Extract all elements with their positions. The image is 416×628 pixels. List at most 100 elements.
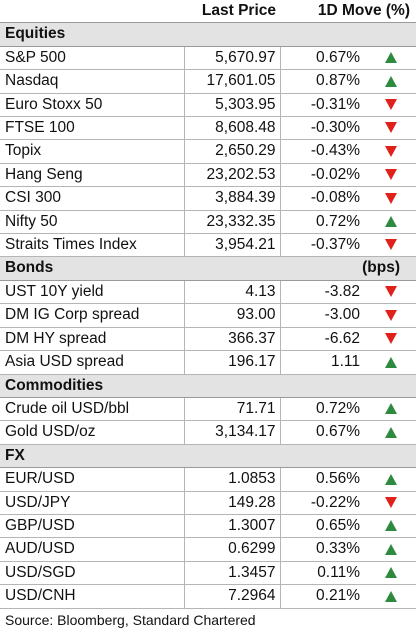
- last-price: 5,303.95: [184, 93, 281, 118]
- one-day-move: 0.65%: [280, 514, 366, 539]
- down-triangle-icon: [385, 122, 397, 134]
- one-day-move: 0.67%: [280, 46, 366, 71]
- one-day-move: -0.37%: [280, 233, 366, 258]
- one-day-move: 0.56%: [280, 467, 366, 492]
- one-day-move: 0.72%: [280, 210, 366, 235]
- table-row: AUD/USD 0.6299 0.33%: [0, 537, 416, 562]
- last-price: 3,134.17: [184, 420, 281, 445]
- instrument-name: Topix: [0, 139, 185, 164]
- up-triangle-icon: [385, 543, 397, 555]
- last-price: 0.6299: [184, 537, 281, 562]
- table-row: GBP/USD 1.3007 0.65%: [0, 514, 416, 539]
- one-day-move: 0.87%: [280, 69, 366, 94]
- one-day-move: -0.30%: [280, 116, 366, 141]
- section-unit: [280, 22, 416, 47]
- down-triangle-icon: [385, 333, 397, 345]
- direction-cell: [366, 116, 416, 141]
- last-price: 3,954.21: [184, 233, 281, 258]
- instrument-name: FTSE 100: [0, 116, 185, 141]
- table-row: USD/CNH 7.2964 0.21%: [0, 584, 416, 609]
- table-header: Last Price 1D Move (%): [0, 0, 416, 24]
- section-title: Equities: [0, 22, 280, 47]
- instrument-name: EUR/USD: [0, 467, 185, 492]
- market-table: Last Price 1D Move (%) Equities S&P 500 5,…: [0, 0, 416, 609]
- one-day-move: 0.72%: [280, 397, 366, 422]
- direction-cell: [366, 210, 416, 235]
- table-row: DM IG Corp spread 93.00 -3.00: [0, 303, 416, 328]
- instrument-name: USD/JPY: [0, 491, 185, 515]
- one-day-move: -0.08%: [280, 186, 366, 211]
- one-day-move: -0.22%: [280, 491, 366, 515]
- table-row: CSI 300 3,884.39 -0.08%: [0, 186, 416, 211]
- instrument-name: S&P 500: [0, 46, 185, 71]
- table-row: Topix 2,650.29 -0.43%: [0, 139, 416, 164]
- table-row: Gold USD/oz 3,134.17 0.67%: [0, 420, 416, 445]
- instrument-name: Straits Times Index: [0, 233, 185, 258]
- section-header: Bonds (bps): [0, 256, 416, 281]
- up-triangle-icon: [385, 52, 397, 64]
- last-price: 2,650.29: [184, 139, 281, 164]
- direction-cell: [366, 327, 416, 352]
- instrument-name: Asia USD spread: [0, 350, 185, 375]
- header-1d-move: 1D Move (%): [280, 0, 416, 24]
- instrument-name: Euro Stoxx 50: [0, 93, 185, 118]
- section-unit: (bps): [280, 256, 416, 281]
- instrument-name: Nasdaq: [0, 69, 185, 94]
- table-row: Euro Stoxx 50 5,303.95 -0.31%: [0, 93, 416, 118]
- direction-cell: [366, 233, 416, 258]
- instrument-name: USD/CNH: [0, 584, 185, 609]
- table-row: UST 10Y yield 4.13 -3.82: [0, 280, 416, 305]
- one-day-move: 1.11: [280, 350, 366, 375]
- instrument-name: Nifty 50: [0, 210, 185, 235]
- direction-cell: [366, 491, 416, 515]
- last-price: 1.3457: [184, 561, 281, 586]
- down-triangle-icon: [385, 239, 397, 251]
- one-day-move: 0.21%: [280, 584, 366, 609]
- table-row: Nifty 50 23,332.35 0.72%: [0, 210, 416, 235]
- one-day-move: 0.11%: [280, 561, 366, 586]
- up-triangle-icon: [385, 590, 397, 602]
- down-triangle-icon: [385, 99, 397, 111]
- up-triangle-icon: [385, 403, 397, 415]
- section-unit: [280, 443, 416, 469]
- one-day-move: -0.43%: [280, 139, 366, 164]
- last-price: 7.2964: [184, 584, 281, 609]
- last-price: 3,884.39: [184, 186, 281, 211]
- direction-cell: [366, 303, 416, 328]
- last-price: 8,608.48: [184, 116, 281, 141]
- table-row: Straits Times Index 3,954.21 -0.37%: [0, 233, 416, 258]
- section-title: Bonds: [0, 256, 280, 281]
- up-triangle-icon: [385, 426, 397, 438]
- down-triangle-icon: [385, 192, 397, 204]
- one-day-move: 0.33%: [280, 537, 366, 562]
- table-row: Crude oil USD/bbl 71.71 0.72%: [0, 397, 416, 422]
- header-last-price: Last Price: [184, 0, 280, 24]
- instrument-name: GBP/USD: [0, 514, 185, 539]
- one-day-move: -0.02%: [280, 163, 366, 188]
- last-price: 93.00: [184, 303, 281, 328]
- direction-cell: [366, 537, 416, 562]
- direction-cell: [366, 467, 416, 492]
- instrument-name: UST 10Y yield: [0, 280, 185, 305]
- last-price: 4.13: [184, 280, 281, 305]
- last-price: 71.71: [184, 397, 281, 422]
- last-price: 1.0853: [184, 467, 281, 492]
- last-price: 17,601.05: [184, 69, 281, 94]
- section-unit: [280, 373, 416, 398]
- one-day-move: -3.00: [280, 303, 366, 328]
- direction-cell: [366, 280, 416, 305]
- table-row: Asia USD spread 196.17 1.11: [0, 350, 416, 375]
- table-row: FTSE 100 8,608.48 -0.30%: [0, 116, 416, 141]
- down-triangle-icon: [385, 309, 397, 321]
- down-triangle-icon: [385, 169, 397, 181]
- section-title: FX: [0, 443, 280, 469]
- one-day-move: -6.62: [280, 327, 366, 352]
- section-title: Commodities: [0, 373, 280, 398]
- instrument-name: Hang Seng: [0, 163, 185, 188]
- table-row: USD/SGD 1.3457 0.11%: [0, 561, 416, 586]
- down-triangle-icon: [385, 145, 397, 157]
- up-triangle-icon: [385, 520, 397, 532]
- direction-cell: [366, 514, 416, 539]
- section-header: Commodities: [0, 373, 416, 398]
- direction-cell: [366, 561, 416, 586]
